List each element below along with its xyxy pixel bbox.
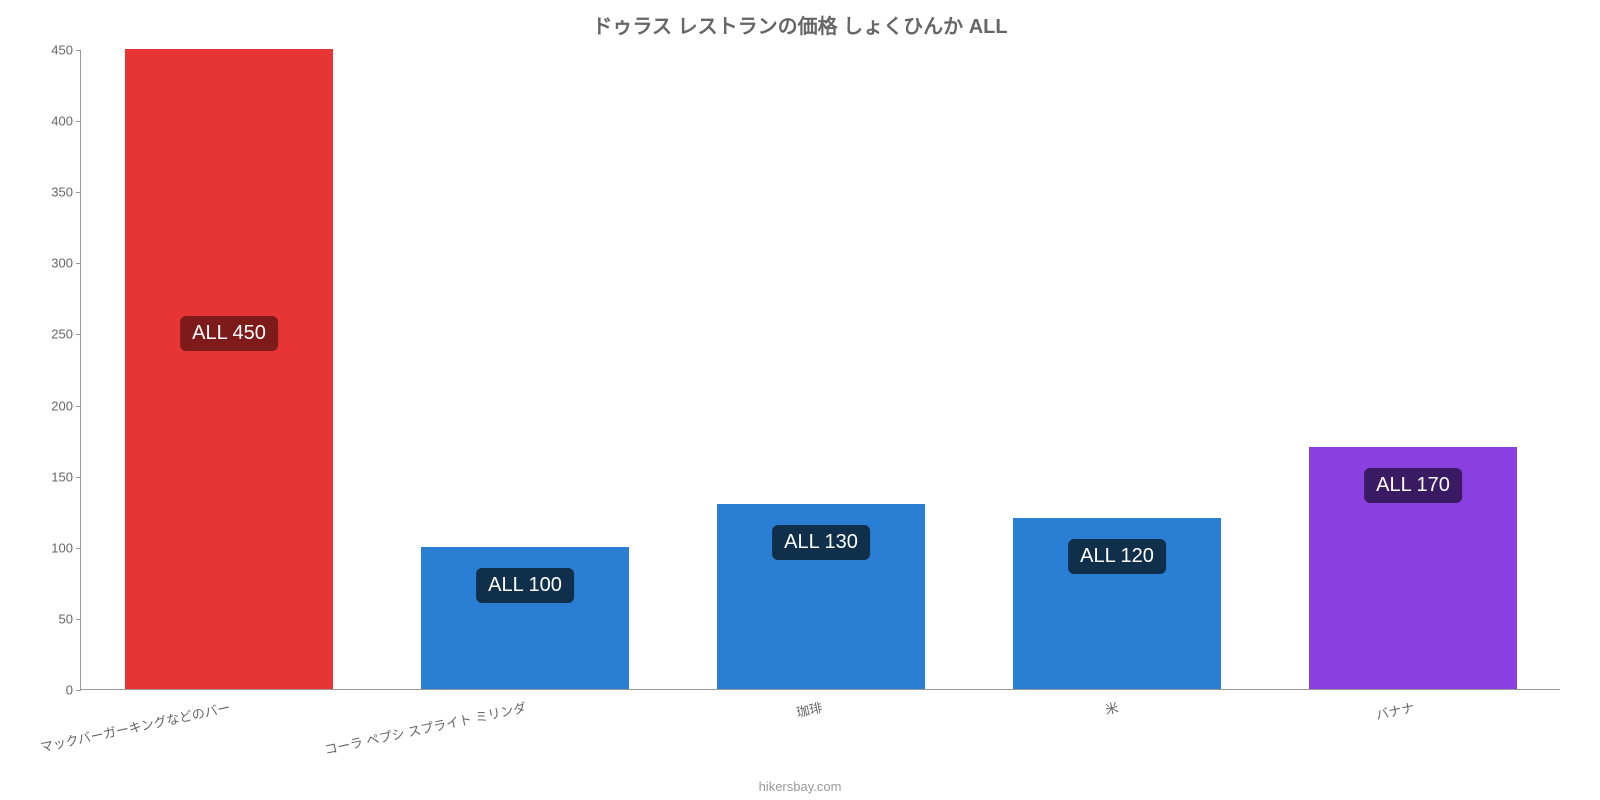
y-tick-mark xyxy=(76,619,81,620)
chart-title: ドゥラス レストランの価格 しょくひんか ALL xyxy=(0,0,1600,39)
y-tick-label: 250 xyxy=(51,327,73,342)
y-tick-label: 300 xyxy=(51,256,73,271)
y-tick-label: 0 xyxy=(66,683,73,698)
y-tick-label: 350 xyxy=(51,185,73,200)
y-tick-mark xyxy=(76,334,81,335)
value-badge: ALL 120 xyxy=(1068,539,1166,574)
value-badge: ALL 130 xyxy=(772,525,870,560)
y-tick-label: 100 xyxy=(51,540,73,555)
y-tick-mark xyxy=(76,192,81,193)
x-axis-label: 珈琲 xyxy=(795,697,824,721)
value-badge: ALL 100 xyxy=(476,568,574,603)
x-axis-label: マックバーガーキングなどのバー xyxy=(38,697,232,756)
x-axis-label: 米 xyxy=(1103,697,1120,718)
plot-area: 050100150200250300350400450ALL 450マックバーガ… xyxy=(80,50,1560,690)
x-axis-label: バナナ xyxy=(1374,697,1416,724)
y-tick-mark xyxy=(76,406,81,407)
y-tick-mark xyxy=(76,548,81,549)
y-tick-mark xyxy=(76,121,81,122)
y-tick-label: 400 xyxy=(51,114,73,129)
bar xyxy=(125,49,332,689)
y-tick-label: 150 xyxy=(51,469,73,484)
value-badge: ALL 170 xyxy=(1364,468,1462,503)
y-tick-label: 50 xyxy=(59,611,73,626)
value-badge: ALL 450 xyxy=(180,316,278,351)
source-text: hikersbay.com xyxy=(759,779,842,794)
y-tick-mark xyxy=(76,477,81,478)
y-tick-mark xyxy=(76,690,81,691)
y-tick-mark xyxy=(76,263,81,264)
y-tick-mark xyxy=(76,50,81,51)
y-tick-label: 450 xyxy=(51,43,73,58)
y-tick-label: 200 xyxy=(51,398,73,413)
chart-container: ドゥラス レストランの価格 しょくひんか ALL 050100150200250… xyxy=(0,0,1600,800)
x-axis-label: コーラ ペプシ スプライト ミリンダ xyxy=(323,697,528,758)
